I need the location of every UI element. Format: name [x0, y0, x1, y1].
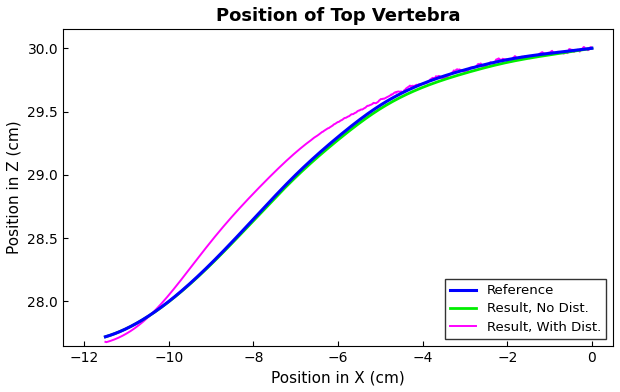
Title: Position of Top Vertebra: Position of Top Vertebra [216, 7, 460, 25]
X-axis label: Position in X (cm): Position in X (cm) [271, 370, 405, 385]
Legend: Reference, Result, No Dist., Result, With Dist.: Reference, Result, No Dist., Result, Wit… [445, 279, 606, 339]
Y-axis label: Position in Z (cm): Position in Z (cm) [7, 121, 22, 254]
